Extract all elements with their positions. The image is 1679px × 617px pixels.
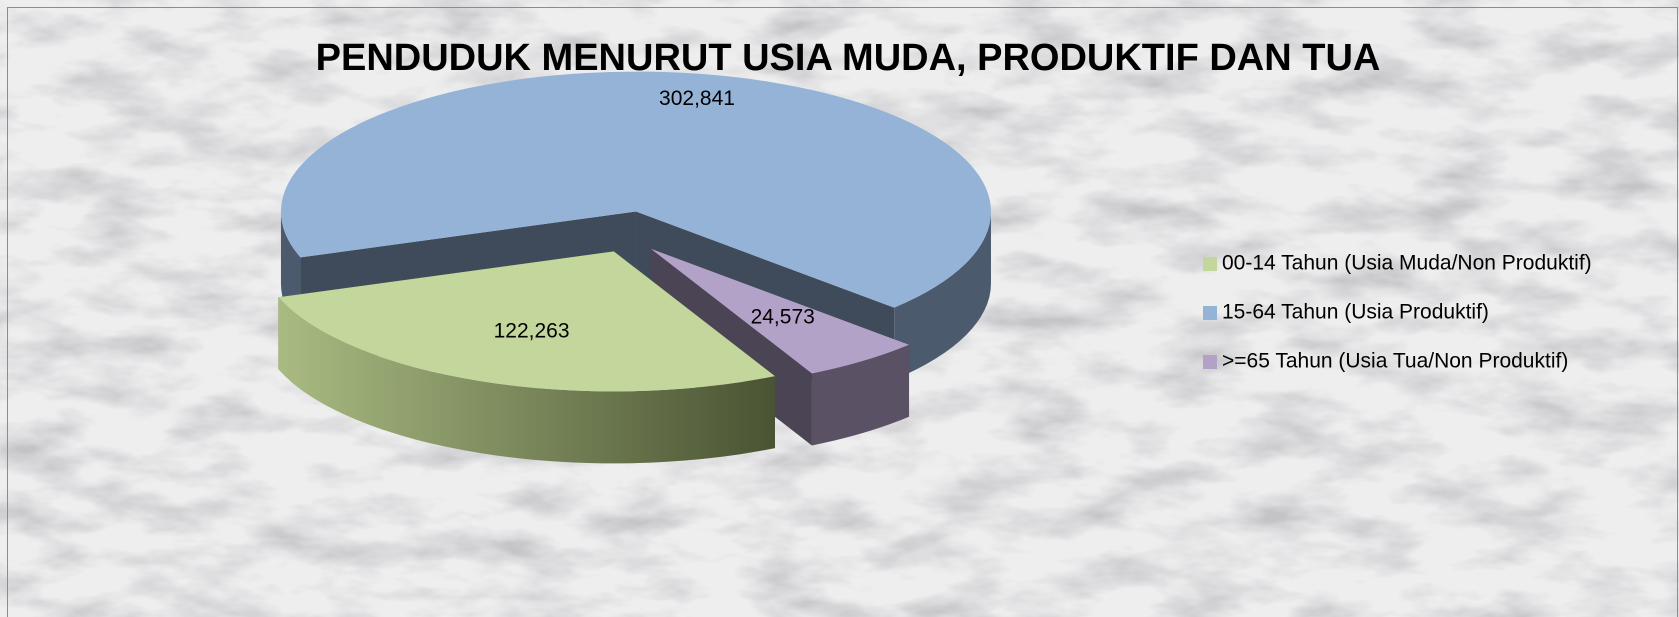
chart-title: PENDUDUK MENURUT USIA MUDA, PRODUKTIF DA… [316, 37, 1381, 79]
slice-outer-wall [811, 344, 910, 446]
legend-label: >=65 Tahun (Usia Tua/Non Produktif) [1222, 350, 1568, 373]
slice-outer-wall [278, 297, 775, 464]
slice [278, 251, 775, 392]
legend-swatch [1203, 257, 1217, 271]
data-label: 24,573 [751, 306, 815, 329]
legend: 00-14 Tahun (Usia Muda/Non Produktif) 15-… [1203, 252, 1592, 373]
slice [280, 71, 991, 308]
slice-outer-wall [894, 211, 991, 380]
legend-swatch [1203, 306, 1217, 320]
slice [650, 248, 910, 374]
data-label: 302,841 [659, 87, 735, 110]
chart-border [7, 7, 1678, 617]
legend-label: 15-64 Tahun (Usia Produktif) [1222, 301, 1489, 324]
legend-label: 00-14 Tahun (Usia Muda/Non Produktif) [1222, 252, 1592, 275]
pie: 122,263 302,841 24,573 [278, 71, 991, 464]
legend-swatch [1203, 355, 1217, 369]
data-label: 122,263 [494, 319, 570, 342]
